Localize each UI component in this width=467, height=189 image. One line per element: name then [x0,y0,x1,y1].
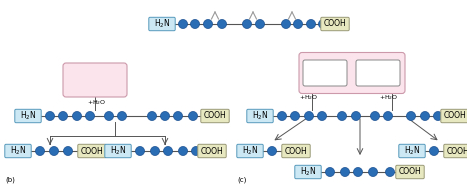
Circle shape [35,146,44,156]
Circle shape [304,112,313,121]
Text: H$_2$N: H$_2$N [20,110,36,122]
FancyBboxPatch shape [399,144,425,158]
FancyBboxPatch shape [105,144,131,158]
Circle shape [318,112,326,121]
Text: H$_2$N: H$_2$N [10,145,26,157]
Circle shape [420,112,430,121]
Circle shape [178,19,187,29]
Circle shape [204,19,212,29]
Text: H$_2$N: H$_2$N [252,110,268,122]
FancyBboxPatch shape [63,63,127,97]
FancyBboxPatch shape [149,17,175,31]
Text: COOH: COOH [204,112,226,121]
FancyBboxPatch shape [441,109,467,123]
FancyBboxPatch shape [201,109,229,123]
FancyBboxPatch shape [237,144,263,158]
Circle shape [370,112,380,121]
Circle shape [290,112,299,121]
FancyBboxPatch shape [198,144,226,158]
Circle shape [72,112,82,121]
FancyBboxPatch shape [299,53,405,94]
Text: COOH: COOH [446,146,467,156]
Text: COOH: COOH [201,146,223,156]
Text: +H$_2$O: +H$_2$O [299,94,319,102]
Circle shape [433,112,443,121]
Circle shape [242,19,252,29]
Circle shape [368,167,377,177]
FancyBboxPatch shape [321,17,349,31]
Circle shape [354,167,362,177]
Text: COOH: COOH [444,112,467,121]
Circle shape [191,146,200,156]
Circle shape [338,112,347,121]
Circle shape [148,112,156,121]
FancyBboxPatch shape [444,144,467,158]
Circle shape [218,19,226,29]
Circle shape [85,112,94,121]
Circle shape [161,112,170,121]
Circle shape [150,146,160,156]
Text: (b): (b) [5,177,15,183]
Circle shape [178,146,187,156]
Circle shape [383,112,392,121]
Circle shape [45,112,55,121]
Circle shape [191,19,199,29]
Circle shape [64,146,72,156]
Text: COOH: COOH [399,167,421,177]
Text: +H$_2$O: +H$_2$O [87,98,107,107]
FancyBboxPatch shape [356,60,400,86]
Circle shape [163,146,172,156]
FancyBboxPatch shape [247,109,273,123]
FancyBboxPatch shape [396,165,424,179]
Circle shape [118,112,127,121]
FancyBboxPatch shape [282,144,310,158]
Circle shape [105,112,113,121]
Circle shape [318,19,327,29]
Text: +H$_2$O: +H$_2$O [379,94,399,102]
Circle shape [282,19,290,29]
Circle shape [325,167,334,177]
Text: COOH: COOH [284,146,307,156]
Text: (c): (c) [237,177,247,183]
FancyBboxPatch shape [15,109,41,123]
Circle shape [306,19,316,29]
Text: COOH: COOH [324,19,347,29]
Circle shape [352,112,361,121]
Circle shape [430,146,439,156]
Circle shape [135,146,144,156]
Text: COOH: COOH [81,146,103,156]
FancyBboxPatch shape [5,144,31,158]
Circle shape [406,112,416,121]
Circle shape [255,19,264,29]
Circle shape [268,146,276,156]
Circle shape [174,112,183,121]
Circle shape [340,167,349,177]
Text: H$_2$N: H$_2$N [242,145,258,157]
Circle shape [293,19,303,29]
Text: H$_2$N: H$_2$N [300,166,316,178]
Circle shape [50,146,58,156]
Circle shape [385,167,395,177]
Circle shape [189,112,198,121]
Text: H$_2$N: H$_2$N [404,145,420,157]
FancyBboxPatch shape [78,144,106,158]
FancyBboxPatch shape [295,165,321,179]
Circle shape [58,112,68,121]
FancyBboxPatch shape [303,60,347,86]
Text: H$_2$N: H$_2$N [110,145,126,157]
Text: H$_2$N: H$_2$N [154,18,170,30]
Circle shape [277,112,286,121]
